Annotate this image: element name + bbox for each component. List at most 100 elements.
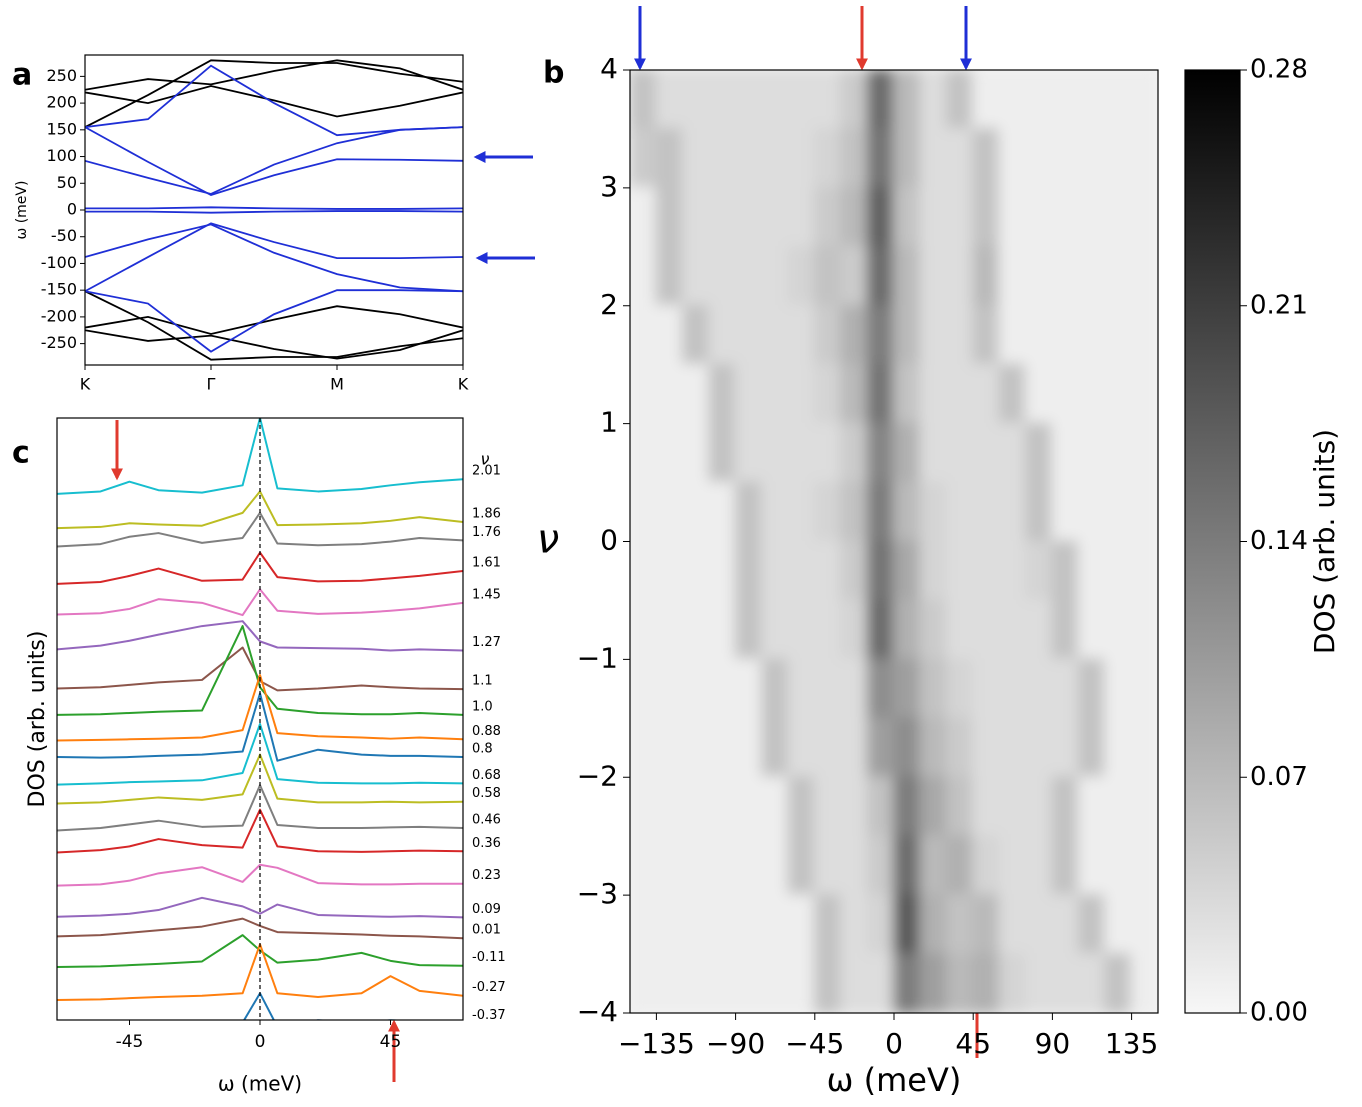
heatmap-cell bbox=[734, 363, 763, 425]
heatmap-cell bbox=[708, 540, 737, 602]
heatmap-cell bbox=[681, 127, 711, 189]
heatmap-cell bbox=[840, 540, 869, 602]
heatmap-cell bbox=[1130, 245, 1158, 307]
heatmap-cell bbox=[1025, 422, 1054, 484]
heatmap-cell bbox=[787, 717, 816, 779]
heatmap-cell bbox=[919, 717, 948, 779]
heatmap-cell bbox=[998, 894, 1027, 956]
heatmap-cell bbox=[1104, 717, 1133, 779]
x-tick-label: −135 bbox=[618, 1027, 695, 1060]
y-tick-label: -100 bbox=[41, 253, 77, 272]
heatmap-cell bbox=[1025, 953, 1054, 1013]
heatmap-cell bbox=[1051, 776, 1080, 838]
heatmap-cell bbox=[919, 953, 948, 1013]
heatmap-cell bbox=[1025, 363, 1054, 425]
plot-frame bbox=[629, 69, 1159, 1014]
heatmap-cell bbox=[866, 953, 895, 1013]
heatmap-cell bbox=[761, 953, 790, 1013]
heatmap-cell bbox=[840, 186, 869, 248]
heatmap-cell bbox=[681, 70, 711, 130]
heatmap-cell bbox=[655, 953, 684, 1013]
heatmap-cell bbox=[655, 186, 684, 248]
heatmap-cell bbox=[734, 776, 763, 838]
heatmap-cell bbox=[972, 363, 1001, 425]
heatmap-cell bbox=[681, 363, 711, 425]
heatmap-cell bbox=[630, 835, 658, 897]
heatmap-cell bbox=[945, 894, 975, 956]
x-tick-label: 45 bbox=[380, 1032, 402, 1052]
band-line bbox=[85, 222, 463, 293]
heatmap-cell bbox=[1077, 127, 1107, 189]
legend-label: 1.45 bbox=[472, 587, 501, 602]
heatmap-cell bbox=[734, 481, 763, 543]
band-line bbox=[85, 126, 463, 197]
heatmap-cell bbox=[655, 717, 684, 779]
heatmap-cell bbox=[787, 599, 816, 661]
x-tick-label: K bbox=[80, 375, 91, 394]
heatmap-cell bbox=[1051, 481, 1080, 543]
heatmap-cell bbox=[1051, 658, 1080, 720]
heatmap-cell bbox=[787, 363, 816, 425]
band-line bbox=[85, 290, 463, 361]
heatmap-cell bbox=[972, 658, 1001, 720]
heatmap-cell bbox=[919, 658, 948, 720]
x-tick-label: 90 bbox=[1035, 1027, 1071, 1060]
x-tick-label: 135 bbox=[1105, 1027, 1158, 1060]
heatmap-cell bbox=[1025, 245, 1054, 307]
heatmap-cell bbox=[998, 70, 1027, 130]
heatmap-cell bbox=[813, 481, 843, 543]
heatmap-cell bbox=[734, 245, 763, 307]
heatmap-cell bbox=[972, 304, 1001, 366]
heatmap-cell bbox=[1130, 835, 1158, 897]
band-line bbox=[85, 223, 463, 293]
heatmap-cell bbox=[866, 245, 895, 307]
y-tick-label: -50 bbox=[51, 226, 77, 245]
heatmap-cell bbox=[972, 481, 1001, 543]
heatmap-cell bbox=[734, 835, 763, 897]
heatmap-cell bbox=[813, 953, 843, 1013]
heatmap-cell bbox=[919, 776, 948, 838]
heatmap-cell bbox=[866, 835, 895, 897]
legend-label: 0.58 bbox=[472, 786, 501, 801]
heatmap-cell bbox=[1077, 717, 1107, 779]
heatmap-cell bbox=[893, 717, 922, 779]
heatmap-cell bbox=[1130, 658, 1158, 720]
heatmap-cell bbox=[761, 894, 790, 956]
heatmap-cell bbox=[655, 599, 684, 661]
heatmap-cell bbox=[1051, 245, 1080, 307]
heatmap-cell bbox=[734, 717, 763, 779]
heatmap-cell bbox=[655, 481, 684, 543]
heatmap-cell bbox=[866, 776, 895, 838]
heatmap-cell bbox=[813, 186, 843, 248]
heatmap-cell bbox=[998, 540, 1027, 602]
heatmap-cell bbox=[840, 245, 869, 307]
heatmap-cell bbox=[1077, 776, 1107, 838]
heatmap-cell bbox=[1077, 245, 1107, 307]
heatmap-cell bbox=[630, 186, 658, 248]
heatmap-cell bbox=[761, 245, 790, 307]
heatmap-cell bbox=[972, 717, 1001, 779]
plot-frame bbox=[56, 417, 464, 1021]
legend-label: 2.01 bbox=[472, 464, 501, 479]
heatmap-cell bbox=[655, 363, 684, 425]
heatmap-cell bbox=[972, 835, 1001, 897]
heatmap-cell bbox=[1025, 599, 1054, 661]
heatmap-cell bbox=[708, 481, 737, 543]
spectrum-line bbox=[57, 917, 463, 940]
heatmap-cell bbox=[708, 363, 737, 425]
y-tick-label: 2 bbox=[600, 288, 618, 321]
heatmap-cell bbox=[813, 127, 843, 189]
heatmap-cell bbox=[1130, 70, 1158, 130]
heatmap-cell bbox=[1104, 658, 1133, 720]
heatmap-cell bbox=[945, 70, 975, 130]
heatmap-cell bbox=[708, 304, 737, 366]
heatmap-cell bbox=[787, 186, 816, 248]
heatmap-cell bbox=[1051, 422, 1080, 484]
heatmap-cell bbox=[1025, 894, 1054, 956]
legend-label: 1.86 bbox=[472, 507, 501, 522]
heatmap-cell bbox=[840, 717, 869, 779]
heatmap-cell bbox=[893, 953, 922, 1013]
heatmap-cell bbox=[945, 363, 975, 425]
